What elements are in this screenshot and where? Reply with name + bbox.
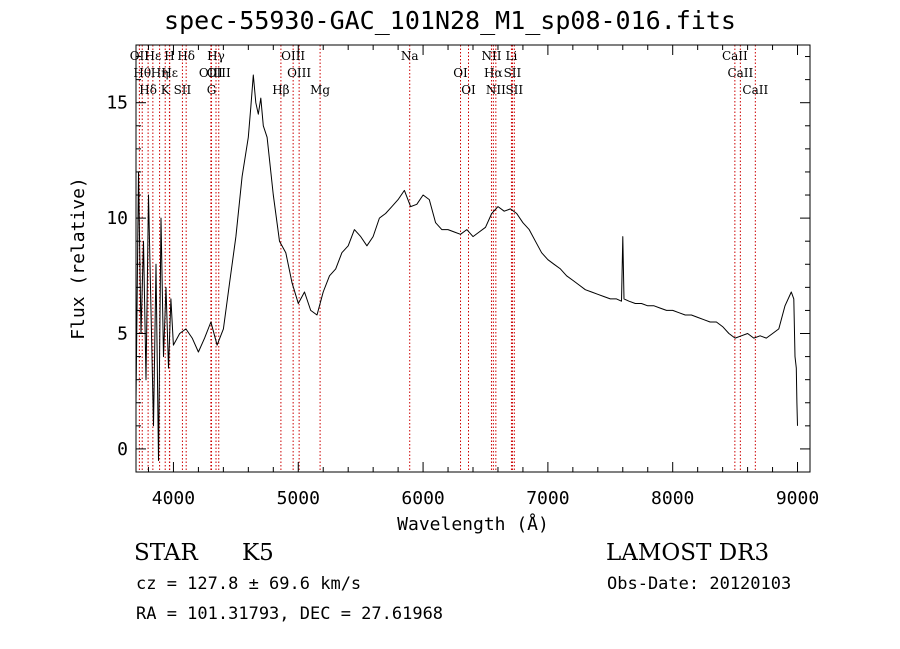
redshift-velocity: cz = 127.8 ± 69.6 km/s	[136, 574, 362, 594]
line-label-29: CaII	[742, 83, 768, 97]
x-tick-label-2: 6000	[401, 488, 444, 509]
x-axis-label: Wavelength (Å)	[397, 513, 549, 535]
chart-title: spec-55930-GAC_101N28_M1_sp08-016.fits	[164, 6, 736, 35]
line-label-23: NII	[486, 83, 506, 97]
line-label-24: Li	[506, 49, 518, 63]
y-tick-label-2: 10	[106, 208, 128, 229]
line-label-17: Mg	[310, 83, 330, 97]
line-label-27: CaII	[722, 49, 748, 63]
line-label-12: Hγ	[207, 49, 225, 63]
line-label-0: OII	[130, 49, 150, 63]
plot-frame	[135, 44, 811, 473]
line-label-5: K	[161, 83, 171, 97]
line-label-25: SII	[504, 66, 522, 80]
line-label-2: Hδ	[139, 83, 157, 97]
observation-date: Obs-Date: 20120103	[607, 574, 792, 594]
spectrum-series	[135, 74, 798, 461]
line-label-11: G	[207, 83, 217, 97]
line-label-8: SII	[174, 83, 192, 97]
line-label-9: Hδ	[177, 49, 195, 63]
y-tick-label-3: 15	[106, 93, 128, 114]
x-tick-label-3: 7000	[526, 488, 569, 509]
x-tick-label-5: 9000	[776, 488, 819, 509]
axes: 4000 5000 6000 7000 8000 9000 0 5 10 15 Wavelength…	[68, 45, 819, 535]
object-subclass: K5	[242, 540, 274, 566]
line-label-6: H	[164, 49, 174, 63]
line-label-13: OIII	[207, 66, 231, 80]
emission-line-markers	[138, 45, 756, 472]
y-tick-label-1: 5	[117, 324, 128, 345]
line-label-21: NII	[481, 49, 501, 63]
line-label-1: Hθ	[133, 66, 151, 80]
line-label-19: OI	[453, 66, 468, 80]
line-label-26: SII	[505, 83, 523, 97]
line-label-3: Hε	[145, 49, 162, 63]
x-tick-label-4: 8000	[651, 488, 694, 509]
line-label-20: OI	[461, 83, 476, 97]
line-label-7: Hε	[161, 66, 178, 80]
line-label-16: OIII	[287, 66, 311, 80]
survey-name: LAMOST DR3	[606, 540, 770, 566]
coordinates: RA = 101.31793, DEC = 27.61968	[136, 604, 444, 624]
line-label-28: CaII	[727, 66, 753, 80]
line-label-10: OIII	[199, 66, 223, 80]
line-label-4: Hη	[151, 66, 169, 80]
object-class: STAR	[134, 540, 198, 566]
x-tick-label-1: 5000	[277, 488, 320, 509]
emission-line-labels: OIIHθHδHεHηKHHεSIIHδOIIIGHγOIIIHβOIIIOII…	[130, 49, 769, 97]
line-label-22: Hα	[484, 66, 503, 80]
y-axis-label: Flux (relative)	[68, 177, 89, 340]
line-label-15: OIII	[281, 49, 305, 63]
line-label-14: Hβ	[272, 83, 289, 97]
x-tick-label-0: 4000	[152, 488, 195, 509]
line-label-18: Na	[401, 49, 419, 63]
y-tick-label-0: 0	[117, 439, 128, 460]
